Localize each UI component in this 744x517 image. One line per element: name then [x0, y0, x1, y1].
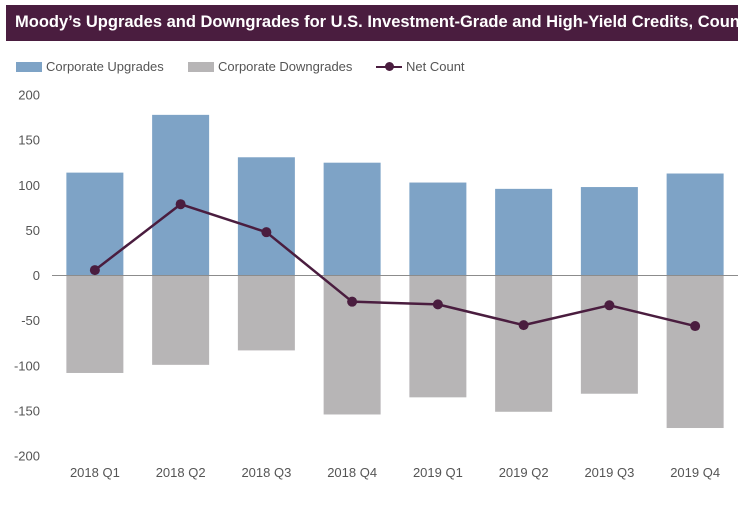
y-tick-label: 150: [18, 133, 40, 148]
legend-label-upgrades: Corporate Upgrades: [46, 59, 164, 74]
x-tick-label: 2018 Q4: [327, 465, 377, 480]
bar-downgrades: [66, 275, 124, 373]
point-net-count: [89, 265, 100, 276]
bar-upgrades: [495, 188, 553, 276]
bar-upgrades: [237, 157, 295, 276]
bar-upgrades: [66, 172, 124, 276]
y-tick-label: -200: [14, 449, 40, 464]
point-net-count: [604, 300, 615, 311]
legend-swatch-upgrades: [16, 62, 42, 72]
legend-label-downgrades: Corporate Downgrades: [218, 59, 353, 74]
x-tick-label: 2018 Q1: [70, 465, 120, 480]
bar-downgrades: [409, 275, 467, 398]
x-tick-label: 2018 Q2: [156, 465, 206, 480]
x-tick-label: 2018 Q3: [241, 465, 291, 480]
legend-label-net: Net Count: [406, 59, 465, 74]
x-tick-label: 2019 Q3: [584, 465, 634, 480]
y-tick-label: 100: [18, 178, 40, 193]
x-tick-label: 2019 Q4: [670, 465, 720, 480]
y-tick-label: -150: [14, 403, 40, 418]
bar-downgrades: [495, 275, 553, 412]
bar-downgrades: [152, 275, 210, 365]
y-tick-label: 50: [26, 223, 40, 238]
point-net-count: [347, 296, 358, 307]
series-line-net-count: [94, 202, 696, 328]
bar-downgrades: [580, 275, 638, 394]
point-net-count: [175, 199, 186, 210]
bar-upgrades: [580, 187, 638, 276]
bar-upgrades: [323, 162, 381, 276]
y-tick-label: 200: [18, 88, 40, 103]
bar-upgrades: [666, 173, 724, 276]
point-net-count: [518, 320, 529, 331]
legend-dot-net: [385, 62, 394, 71]
chart-title-bar: Moody’s Upgrades and Downgrades for U.S.…: [6, 5, 744, 41]
y-tick-label: -100: [14, 358, 40, 373]
bar-downgrades: [237, 275, 295, 351]
y-tick-label: -50: [21, 313, 40, 328]
x-tick-label: 2019 Q2: [499, 465, 549, 480]
point-net-count: [690, 321, 701, 332]
legend-swatch-downgrades: [188, 62, 214, 72]
bar-upgrades: [152, 114, 210, 276]
point-net-count: [261, 227, 272, 238]
y-tick-label: 0: [33, 268, 40, 283]
bar-upgrades: [409, 182, 467, 276]
point-net-count: [432, 299, 443, 310]
bar-downgrades: [323, 275, 381, 415]
x-tick-label: 2019 Q1: [413, 465, 463, 480]
chart-title: Moody’s Upgrades and Downgrades for U.S.…: [15, 13, 744, 31]
bar-downgrades: [666, 275, 724, 429]
